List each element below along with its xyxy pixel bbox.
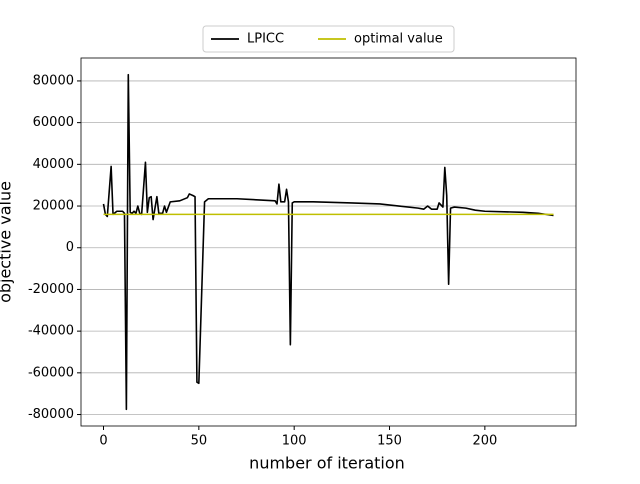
y-tick-label: -60000 <box>28 365 74 380</box>
y-tick-label: 20000 <box>33 199 74 214</box>
y-axis-label: objective value <box>0 181 15 303</box>
x-tick-label: 50 <box>191 434 208 449</box>
y-tick-label: -80000 <box>28 407 74 422</box>
x-tick-label: 150 <box>377 434 402 449</box>
legend-label: LPICC <box>247 32 284 47</box>
y-tick-label: -20000 <box>28 282 74 297</box>
plot-frame <box>80 57 577 427</box>
x-tick-label: 0 <box>99 434 107 449</box>
y-tick-label: 0 <box>66 240 74 255</box>
x-tick-label: 100 <box>282 434 307 449</box>
y-tick-label: 40000 <box>33 157 74 172</box>
x-axis-label: number of iteration <box>249 454 405 473</box>
y-tick-label: -40000 <box>28 324 74 339</box>
line <box>102 73 554 411</box>
legend-label: optimal value <box>354 32 443 47</box>
y-tick-label: 60000 <box>33 115 74 130</box>
y-tick-label: 80000 <box>33 73 74 88</box>
x-tick-label: 200 <box>472 434 497 449</box>
